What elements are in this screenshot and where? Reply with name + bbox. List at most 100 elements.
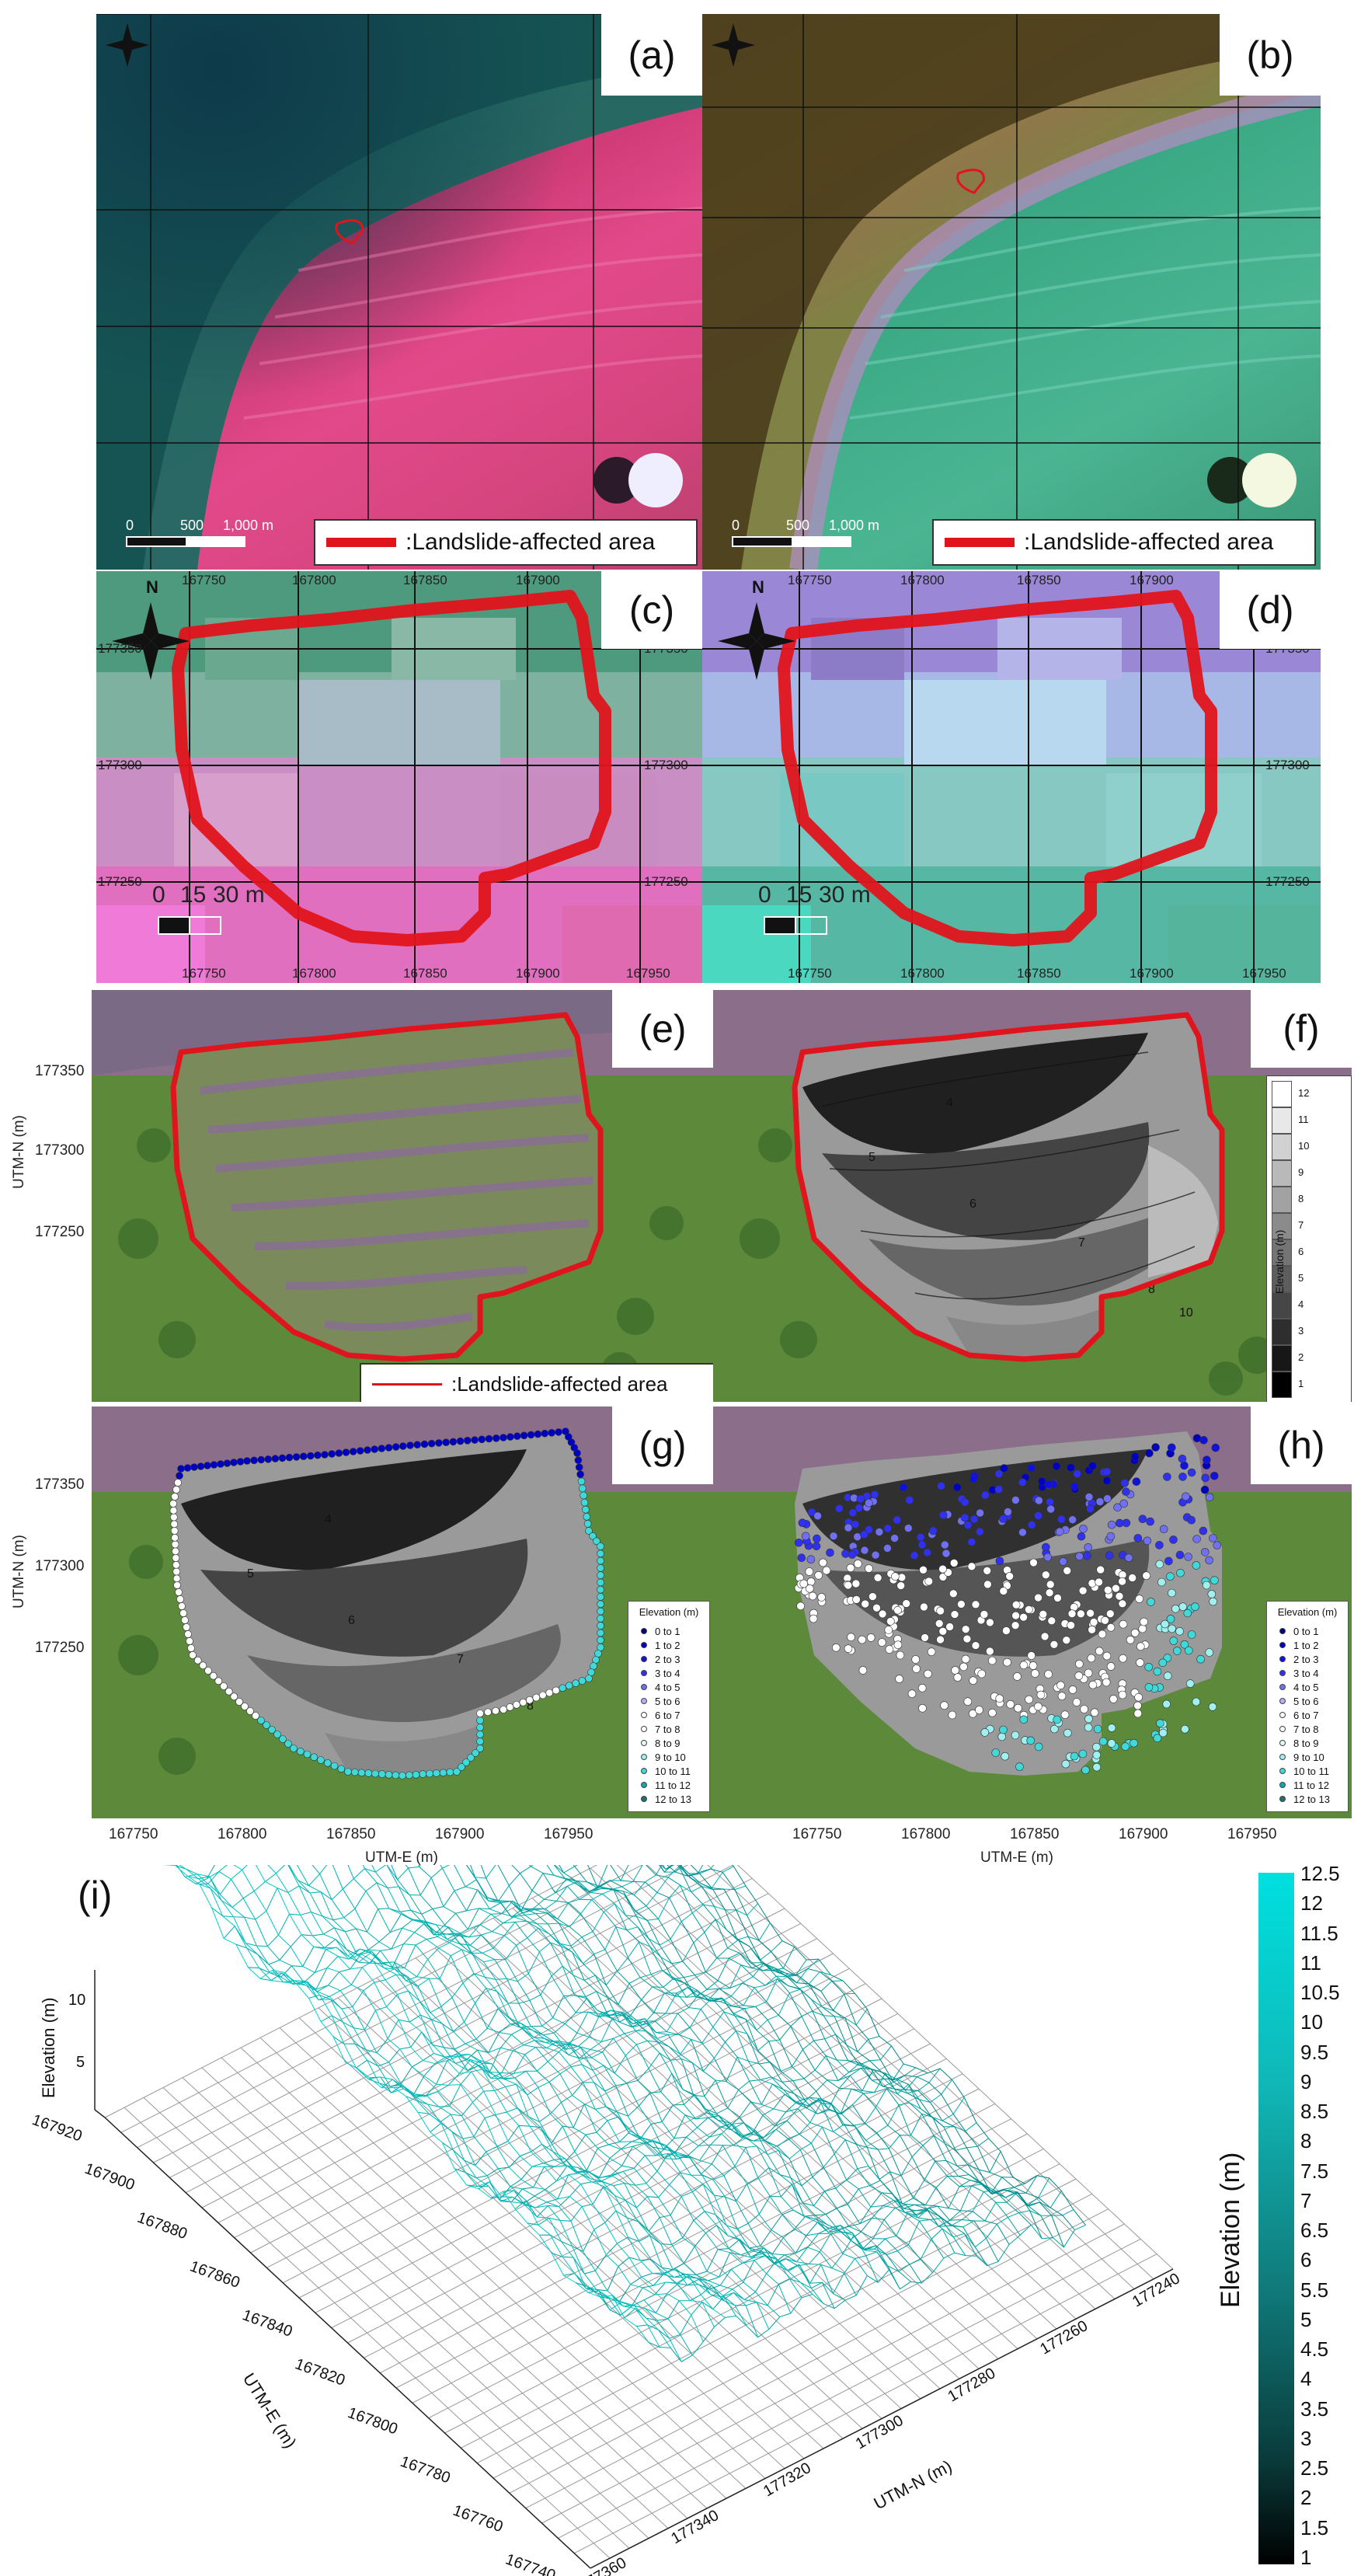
survey-point: [1122, 1487, 1130, 1496]
survey-point: [866, 1633, 875, 1642]
survey-point: [1107, 1724, 1116, 1732]
survey-point: [1106, 1662, 1116, 1671]
points-legend-row: 4 to 5: [641, 1681, 680, 1693]
survey-point: [1168, 1624, 1176, 1633]
survey-point: [499, 1434, 507, 1441]
survey-point: [597, 1556, 604, 1565]
survey-point: [940, 1540, 949, 1549]
survey-point: [405, 1771, 413, 1779]
survey-point: [178, 1602, 186, 1610]
points-legend-dot: [1279, 1698, 1286, 1704]
survey-point: [1084, 1493, 1094, 1501]
colorbar-i-tick: 5.5: [1300, 2278, 1329, 2302]
panel-c-landslide-outline: [172, 590, 611, 946]
colorbar-f-swatch: [1272, 1292, 1292, 1319]
colorbar-f-tick: 8: [1298, 1193, 1304, 1204]
panel-a-north-arrow: [106, 23, 149, 67]
survey-point: [916, 1533, 925, 1542]
survey-point: [868, 1592, 877, 1601]
survey-point: [236, 1458, 245, 1466]
survey-point: [796, 1602, 805, 1611]
survey-point: [980, 1490, 990, 1500]
panel-i-xtick: 167920: [30, 2111, 84, 2146]
survey-point: [1184, 1553, 1192, 1561]
survey-point: [967, 1538, 976, 1546]
panel-b-label: (b): [1220, 14, 1321, 96]
points-legend-row: 0 to 1: [1279, 1625, 1319, 1637]
survey-point: [918, 1703, 927, 1713]
survey-point: [1044, 1480, 1053, 1489]
panel-f-contour-labels: 4 5 6 7 8 10: [868, 1096, 1193, 1319]
panel-i-colorbar-gradient: [1258, 1873, 1294, 2564]
survey-point: [241, 1703, 249, 1710]
survey-point: [983, 1580, 992, 1589]
panel-c-ytick-0: 177350: [98, 641, 142, 656]
survey-point: [243, 1457, 251, 1465]
survey-point: [1019, 1715, 1029, 1724]
survey-point: [1146, 1517, 1155, 1526]
survey-point: [476, 1724, 484, 1731]
panel-i-ytick: 177300: [853, 2412, 907, 2452]
survey-point: [851, 1520, 860, 1529]
colorbar-i-tick: 2.5: [1300, 2456, 1329, 2480]
survey-point: [1157, 1577, 1166, 1587]
survey-point: [875, 1528, 884, 1536]
ylabel-efgh-bottom: UTM-N (m): [11, 1535, 27, 1609]
survey-point: [807, 1508, 816, 1517]
survey-point: [458, 1763, 465, 1771]
survey-point: [476, 1731, 484, 1738]
colorbar-f-tick: 11: [1298, 1114, 1309, 1125]
points-legend-row: 7 to 8: [1279, 1723, 1319, 1735]
survey-point: [911, 1655, 921, 1664]
points-legend-dot: [1279, 1684, 1286, 1690]
survey-point: [1078, 1749, 1088, 1759]
points-legend-row: 4 to 5: [1279, 1681, 1319, 1693]
survey-point: [1113, 1503, 1122, 1512]
survey-point: [968, 1709, 977, 1718]
survey-point: [299, 1452, 308, 1460]
survey-point: [1006, 1699, 1015, 1709]
survey-point: [878, 1609, 887, 1619]
survey-point: [1011, 1731, 1020, 1740]
svg-text:5: 5: [247, 1567, 254, 1581]
survey-point: [476, 1710, 484, 1717]
survey-point: [171, 1493, 179, 1501]
points-legend-dot: [1279, 1712, 1286, 1718]
survey-point: [1130, 1452, 1140, 1461]
survey-point: [209, 1671, 218, 1680]
survey-point: [910, 1551, 919, 1560]
survey-point: [904, 1524, 913, 1532]
survey-point: [822, 1566, 831, 1575]
survey-point: [1207, 1590, 1217, 1598]
colorbar-i-tick: 10.5: [1300, 1981, 1340, 2005]
survey-point: [1143, 1536, 1152, 1546]
survey-point: [917, 1683, 927, 1692]
panel-c-xtick-bottom-4: 167950: [626, 966, 670, 981]
panel-g-xtick-2: 167850: [326, 1826, 376, 1842]
survey-point: [813, 1511, 822, 1521]
panel-i-xlabel: UTM-E (m): [239, 2369, 301, 2451]
survey-point: [580, 1498, 589, 1507]
panel-e-ytick-1: 177300: [35, 1142, 85, 1159]
panel-e-landslide-outline: [170, 1012, 604, 1362]
survey-point: [594, 1650, 602, 1657]
ylabel-efgh-top: UTM-N (m): [11, 1115, 27, 1189]
survey-point: [1163, 1473, 1171, 1481]
survey-point: [1133, 1701, 1142, 1710]
survey-point: [406, 1441, 414, 1449]
survey-point: [349, 1448, 357, 1455]
survey-point: [861, 1599, 869, 1609]
colorbar-f-tick: 9: [1298, 1166, 1304, 1178]
survey-point: [1039, 1609, 1048, 1619]
survey-point: [1172, 1647, 1182, 1655]
survey-point: [1175, 1550, 1185, 1560]
survey-point: [257, 1717, 265, 1724]
survey-point: [1043, 1553, 1053, 1562]
points-legend-dot: [1279, 1726, 1286, 1732]
survey-point: [264, 1455, 273, 1463]
survey-point: [278, 1454, 287, 1462]
survey-point: [832, 1643, 841, 1652]
panel-c-scale-2: 30 m: [213, 882, 265, 908]
survey-point: [1138, 1624, 1147, 1633]
survey-point: [506, 1433, 514, 1441]
